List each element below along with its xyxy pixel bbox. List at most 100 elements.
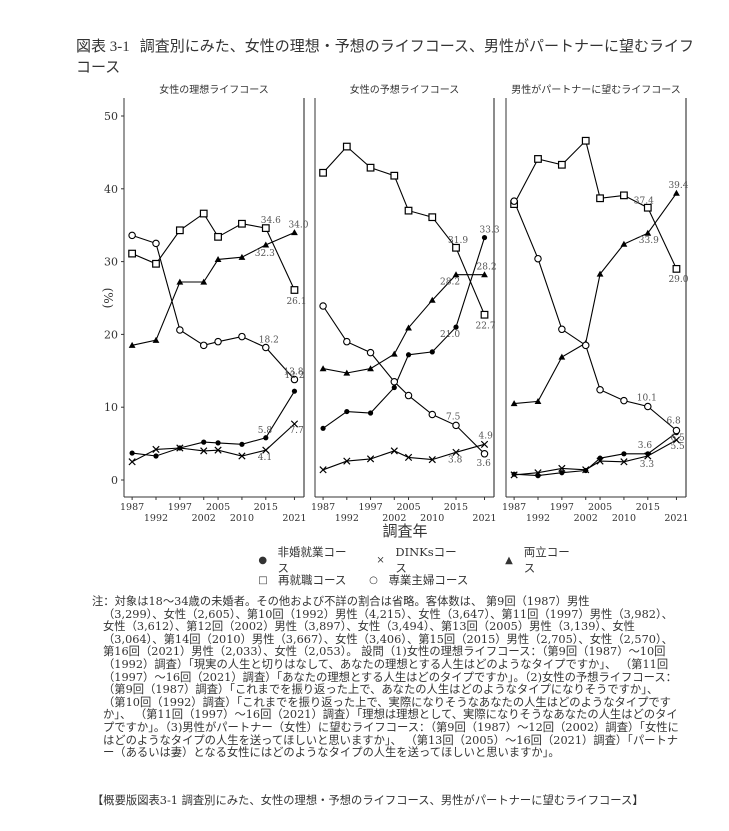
series-line bbox=[131, 234, 295, 380]
x-marker-icon bbox=[366, 455, 375, 463]
data-value-label: 33.3 bbox=[480, 226, 500, 236]
circle-marker-icon bbox=[152, 239, 160, 248]
dot-marker-icon bbox=[453, 324, 459, 330]
dot-marker-icon bbox=[263, 435, 269, 441]
legend-item-reemployment: □ 再就職コース bbox=[258, 572, 346, 588]
x-tick-label: 2015 bbox=[254, 502, 278, 513]
data-value-label: 34.6 bbox=[261, 216, 281, 226]
dot-marker-icon bbox=[391, 384, 397, 391]
series-line bbox=[322, 274, 485, 374]
dot-marker-icon bbox=[320, 425, 326, 431]
dot-marker-icon bbox=[367, 410, 374, 416]
figure-title-text: 調査別にみた、女性の理想・予想のライフコース、男性がパートナーに望むライフコース bbox=[76, 37, 695, 76]
square-marker-icon bbox=[152, 259, 160, 268]
x-tick-label: 1992 bbox=[335, 513, 359, 524]
data-value-label: 29.0 bbox=[668, 275, 688, 285]
data-value-label: 10.1 bbox=[637, 393, 657, 403]
circle-marker-icon bbox=[366, 348, 375, 357]
square-marker-icon bbox=[534, 155, 542, 163]
x-marker-icon bbox=[428, 455, 436, 464]
legend-label: 非婚就業コース bbox=[277, 545, 347, 575]
triangle-marker-icon bbox=[481, 271, 488, 278]
x-marker-icon bbox=[510, 471, 518, 479]
legend-row-2: □ 再就職コース ○ 専業主婦コース bbox=[258, 570, 578, 590]
x-tick-label: 1997 bbox=[550, 502, 574, 513]
x-tick-label: 2010 bbox=[612, 513, 636, 524]
series-line bbox=[514, 432, 677, 477]
x-marker-icon bbox=[200, 447, 208, 455]
circle-marker-icon bbox=[128, 231, 136, 240]
x-marker-icon bbox=[582, 466, 590, 474]
data-value-label: 32.3 bbox=[255, 249, 275, 259]
square-marker-icon bbox=[128, 249, 137, 258]
dot-marker-icon bbox=[153, 453, 159, 459]
square-marker-icon bbox=[261, 224, 270, 233]
x-marker-icon bbox=[620, 458, 628, 466]
x-tick-label: 1997 bbox=[168, 502, 192, 513]
circle-marker-icon bbox=[343, 337, 351, 346]
x-tick-label: 2015 bbox=[444, 502, 468, 513]
x-tick-label: 2005 bbox=[588, 502, 612, 513]
square-marker-icon bbox=[428, 213, 437, 222]
square-marker-icon: □ bbox=[258, 574, 268, 586]
data-value-label: 5.5 bbox=[670, 442, 685, 452]
series-line bbox=[514, 439, 677, 476]
dot-marker-icon bbox=[291, 388, 298, 394]
data-value-label: 7.5 bbox=[446, 412, 461, 422]
square-marker-icon bbox=[404, 206, 413, 215]
data-value-label: 34.0 bbox=[288, 220, 308, 230]
legend-label: 専業主婦コース bbox=[388, 573, 469, 587]
x-marker-icon bbox=[214, 446, 222, 454]
y-tick-label: 30 bbox=[104, 256, 118, 269]
panel-title: 男性がパートナーに望むライフコース bbox=[511, 83, 681, 96]
legend-item-dual: ▲ 両立コース bbox=[504, 544, 578, 576]
dot-marker-icon bbox=[215, 440, 221, 446]
x-marker-icon bbox=[128, 458, 136, 466]
square-marker-icon bbox=[199, 209, 208, 218]
data-value-label: 3.8 bbox=[448, 455, 463, 465]
circle-marker-icon bbox=[404, 391, 413, 400]
x-marker-icon bbox=[152, 445, 160, 454]
series-line bbox=[131, 231, 295, 346]
x-tick-label: 2010 bbox=[230, 513, 254, 524]
x-tick-label: 2002 bbox=[192, 513, 216, 524]
x-marker-icon bbox=[596, 457, 604, 465]
chart-legend: ● 非婚就業コース × DINKsコース ▲ 両立コース □ 再就職コース ○ … bbox=[258, 545, 578, 590]
x-tick-label: 2002 bbox=[574, 513, 598, 524]
x-marker-icon: × bbox=[376, 554, 385, 566]
circle-marker-icon bbox=[290, 375, 299, 384]
x-marker-icon bbox=[480, 440, 489, 448]
dot-marker-icon bbox=[201, 439, 207, 445]
legend-item-housewife: ○ 専業主婦コース bbox=[368, 572, 468, 588]
data-value-label: 18.2 bbox=[259, 336, 279, 346]
triangle-marker-icon bbox=[152, 336, 160, 343]
square-marker-icon bbox=[238, 219, 246, 228]
circle-marker-icon bbox=[620, 396, 628, 405]
triangle-marker-icon bbox=[319, 365, 327, 372]
legend-label: 再就職コース bbox=[278, 573, 347, 587]
x-marker-icon bbox=[404, 453, 413, 462]
data-value-label: 37.4 bbox=[634, 197, 654, 207]
y-tick-label: 10 bbox=[104, 401, 118, 414]
legend-row-1: ● 非婚就業コース × DINKsコース ▲ 両立コース bbox=[258, 545, 578, 575]
y-tick-label: 0 bbox=[111, 474, 118, 487]
square-marker-icon bbox=[452, 243, 460, 252]
x-marker-icon bbox=[672, 436, 681, 444]
square-marker-icon bbox=[672, 264, 681, 273]
data-value-label: 28.2 bbox=[440, 278, 460, 288]
triangle-marker-icon bbox=[390, 350, 398, 357]
legend-label: DINKsコース bbox=[395, 545, 457, 575]
figure-title: 図表 3-1 調査別にみた、女性の理想・予想のライフコース、男性がパートナーに望む… bbox=[76, 36, 696, 77]
triangle-marker-icon bbox=[673, 189, 680, 196]
data-value-label: 3.6 bbox=[638, 441, 653, 451]
square-marker-icon bbox=[214, 232, 222, 241]
circle-marker-icon bbox=[262, 343, 270, 352]
data-value-label: 3.6 bbox=[477, 459, 492, 469]
circle-marker-icon: ○ bbox=[369, 574, 378, 586]
data-value-label: 12.2 bbox=[284, 371, 304, 381]
x-tick-label: 2021 bbox=[282, 513, 306, 524]
triangle-marker-icon bbox=[405, 324, 412, 331]
circle-marker-icon bbox=[452, 421, 460, 430]
x-marker-icon bbox=[290, 420, 299, 428]
data-value-label: 22.7 bbox=[476, 322, 496, 332]
